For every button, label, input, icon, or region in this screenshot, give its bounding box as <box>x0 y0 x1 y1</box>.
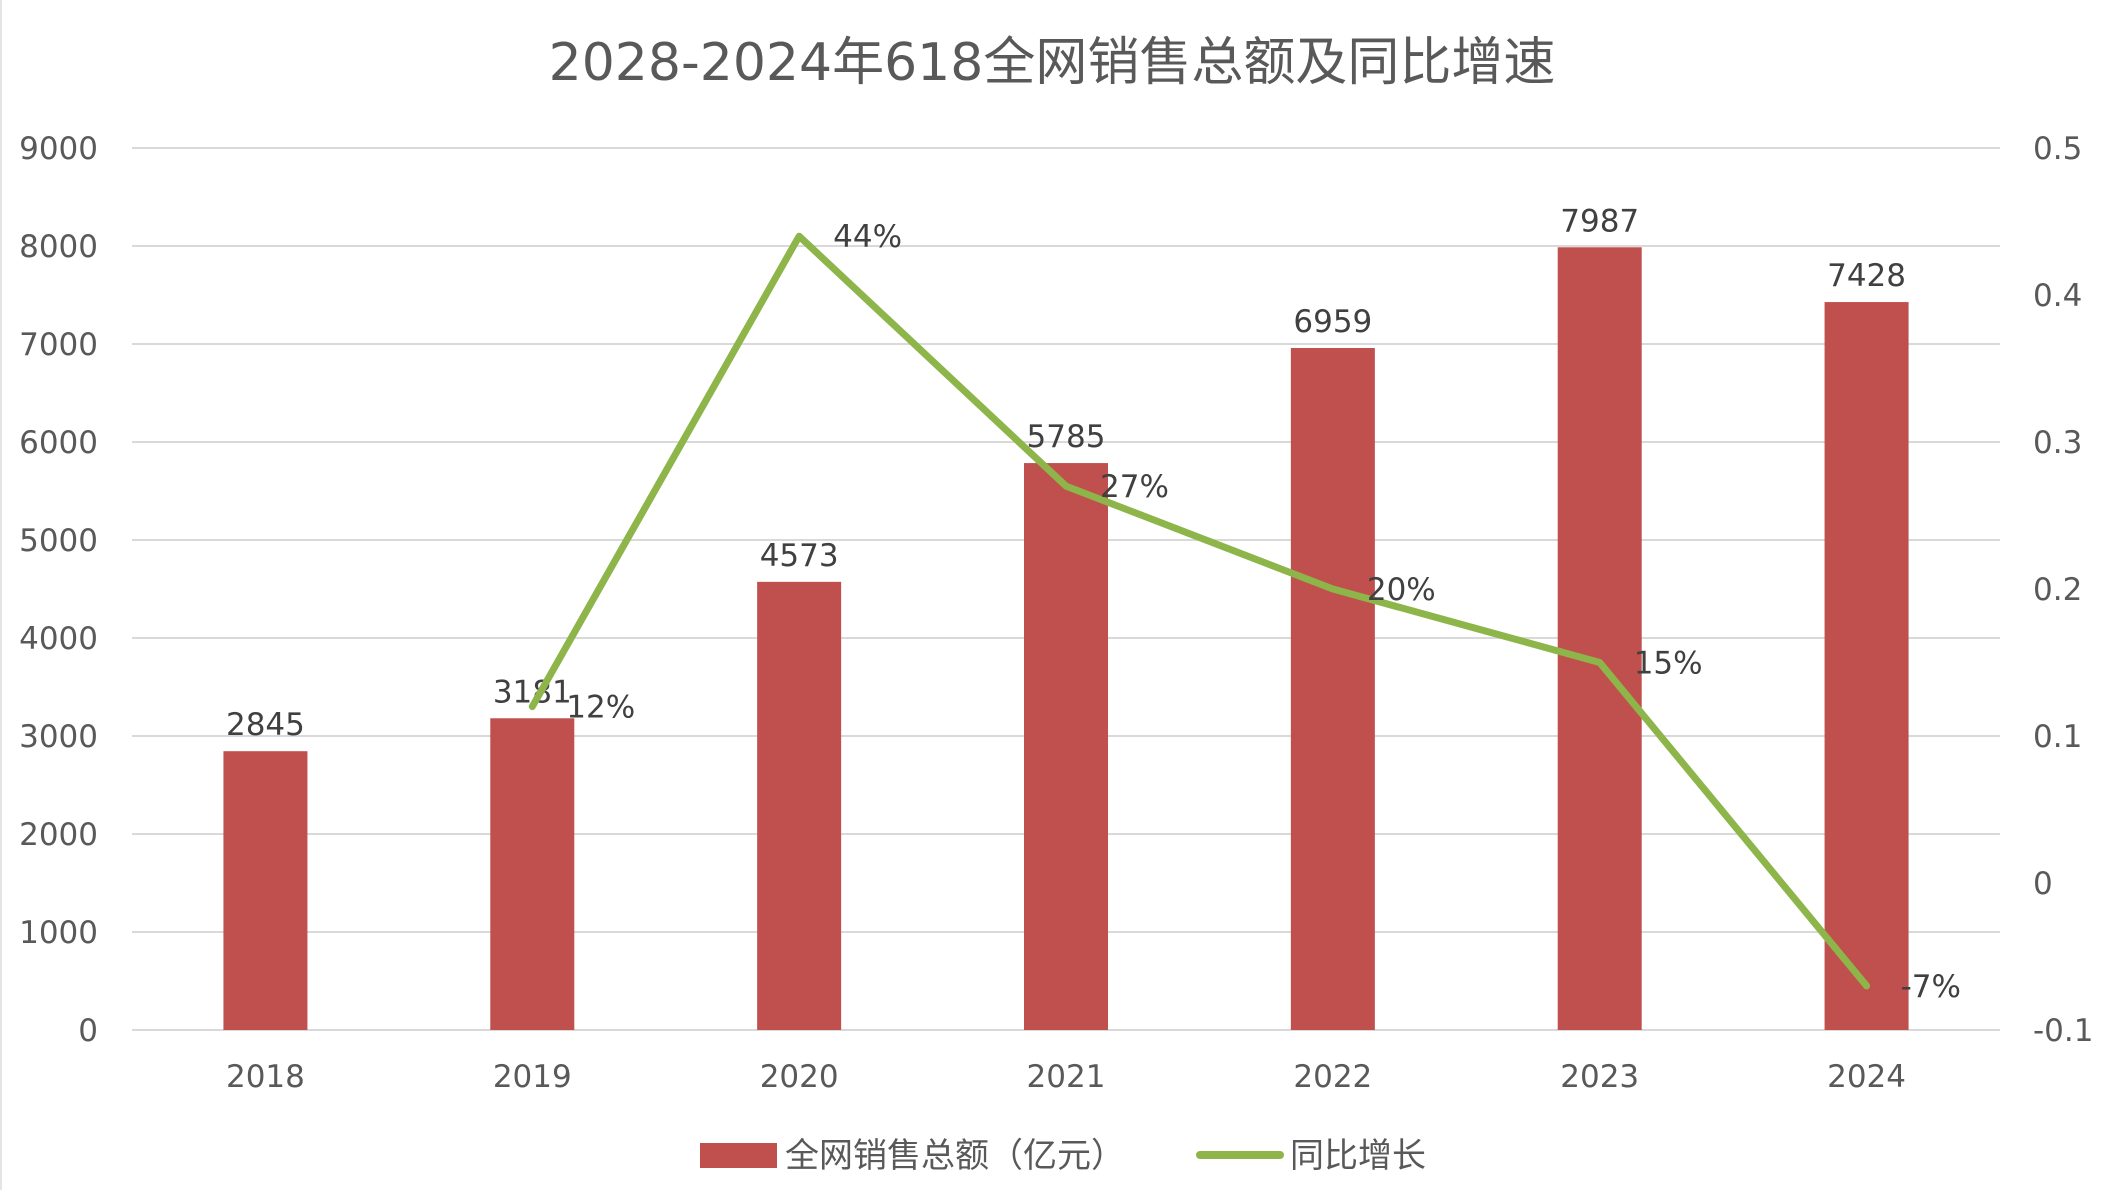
left-tick-label: 1000 <box>19 915 98 951</box>
left-tick-label: 2000 <box>19 817 98 853</box>
line-data-label: 15% <box>1634 646 1703 682</box>
left-tick-label: 6000 <box>19 425 98 461</box>
x-tick-label: 2021 <box>1027 1059 1106 1095</box>
line-series <box>532 236 1866 986</box>
bar <box>490 718 574 1030</box>
right-y-axis: -0.1 0 0.1 0.2 0.3 0.4 0.5 <box>2033 131 2094 1049</box>
legend-bar-swatch <box>700 1143 777 1168</box>
bar <box>1291 348 1375 1030</box>
bar <box>1024 463 1108 1030</box>
legend-bar-label: 全网销售总额（亿元） <box>785 1136 1125 1176</box>
bar-data-label: 2845 <box>226 707 305 743</box>
growth-line <box>532 236 1866 986</box>
left-tick-label: 4000 <box>19 621 98 657</box>
bar <box>223 751 307 1030</box>
left-tick-label: 9000 <box>19 131 98 167</box>
left-tick-label: 0 <box>78 1013 98 1049</box>
x-axis: 2018 2019 2020 2021 2022 2023 2024 <box>226 1059 1906 1095</box>
x-tick-label: 2020 <box>760 1059 839 1095</box>
bar-data-label: 4573 <box>760 538 839 574</box>
x-tick-label: 2023 <box>1560 1059 1639 1095</box>
right-tick-label: 0 <box>2033 866 2053 902</box>
right-tick-label: 0.2 <box>2033 572 2082 608</box>
right-tick-label: -0.1 <box>2033 1013 2094 1049</box>
chart-title: 2028-2024年618全网销售总额及同比增速 <box>549 33 1556 93</box>
line-data-label: 20% <box>1367 572 1436 608</box>
bar-data-label: 6959 <box>1293 304 1372 340</box>
bar-data-label: 7987 <box>1560 203 1639 239</box>
left-y-axis: 0 1000 2000 3000 4000 5000 6000 7000 8000 9000 <box>19 131 98 1049</box>
bar-data-label: 5785 <box>1027 419 1106 455</box>
x-tick-label: 2019 <box>493 1059 572 1095</box>
left-tick-label: 3000 <box>19 719 98 755</box>
right-tick-label: 0.1 <box>2033 719 2082 755</box>
right-tick-label: 0.3 <box>2033 425 2082 461</box>
bar-data-label: 7428 <box>1827 258 1906 294</box>
x-tick-label: 2024 <box>1827 1059 1906 1095</box>
right-tick-label: 0.5 <box>2033 131 2082 167</box>
bar <box>1825 302 1909 1030</box>
line-data-label: 44% <box>833 219 902 255</box>
bar <box>1558 247 1642 1030</box>
legend: 全网销售总额（亿元） 同比增长 <box>700 1136 1426 1176</box>
x-tick-label: 2022 <box>1293 1059 1372 1095</box>
line-data-label: 27% <box>1100 469 1169 505</box>
bar <box>757 582 841 1030</box>
left-tick-label: 5000 <box>19 523 98 559</box>
left-tick-label: 8000 <box>19 229 98 265</box>
left-tick-label: 7000 <box>19 327 98 363</box>
x-tick-label: 2018 <box>226 1059 305 1095</box>
line-data-label: -7% <box>1901 969 1961 1005</box>
line-data-label: 12% <box>566 690 635 726</box>
legend-line-label: 同比增长 <box>1290 1136 1426 1176</box>
right-tick-label: 0.4 <box>2033 278 2082 314</box>
